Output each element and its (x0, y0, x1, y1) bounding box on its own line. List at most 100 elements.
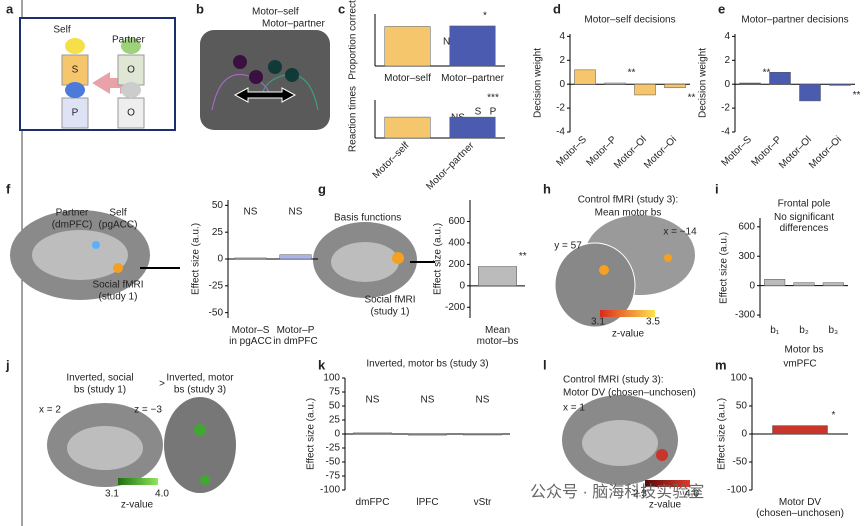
y-tick-label: 2 (724, 55, 730, 66)
annotation: bs (study 1) (74, 385, 126, 396)
bar (604, 82, 626, 85)
annotation: (study 1) (371, 307, 410, 318)
y-tick-label: -50 (326, 457, 341, 468)
y-axis-label: Effect size (a.u.) (433, 223, 444, 295)
annotation: Partner (56, 208, 89, 219)
y-tick-label: 0 (724, 79, 730, 90)
significance: * (832, 410, 836, 421)
significance: ** (763, 68, 771, 79)
annotation: z-value (649, 500, 682, 511)
x-tick-label: Motor–partner (441, 73, 504, 84)
annotation: P (490, 107, 497, 118)
y-tick-label: 0 (334, 429, 340, 440)
x-tick-label: b₂ (799, 325, 809, 336)
y-tick-label: 100 (730, 373, 747, 384)
bar (478, 266, 517, 287)
bar (384, 116, 431, 139)
annotation: Social fMRI (364, 295, 415, 306)
annotation: Inverted, motor (166, 373, 234, 384)
brain-h (554, 215, 695, 328)
panel-label: j (5, 357, 10, 372)
brain-l (562, 395, 690, 487)
x-tick-label: b₁ (770, 325, 780, 336)
x-axis-label: Motor bs (785, 345, 824, 356)
panel-label: m (715, 357, 727, 372)
x-tick-label: Motor–S (554, 134, 589, 169)
watermark: 公众号 · 脑海科技实验室 (530, 483, 704, 501)
y-tick-label: -75 (326, 471, 341, 482)
significance: NS (476, 395, 490, 406)
y-tick-label: 0 (749, 280, 755, 291)
significance: NS (366, 395, 380, 406)
annotation: z-value (121, 500, 154, 511)
y-tick-label: -50 (733, 457, 748, 468)
annotation: y = 57 (554, 241, 582, 252)
significance: NS (289, 207, 303, 218)
y-axis-label: Reaction times (348, 86, 359, 152)
panel-label: k (318, 357, 326, 372)
annotation: *** (487, 93, 499, 104)
annotation: > (159, 379, 165, 390)
panel-label: c (338, 1, 345, 16)
annotation: bs (study 3) (174, 385, 226, 396)
annotation: Self (53, 25, 70, 36)
note: No significant differences (774, 212, 834, 234)
bar (769, 71, 791, 85)
annotation: x = 2 (39, 405, 61, 416)
bar (353, 432, 392, 435)
panel-label: i (715, 181, 719, 196)
bar (449, 25, 496, 67)
y-axis-label: Proportion correct (348, 0, 359, 80)
y-tick-label: 100 (323, 373, 340, 384)
y-tick-label: -25 (326, 443, 341, 454)
y-tick-label: -25 (209, 280, 224, 291)
bar (822, 282, 844, 286)
x-tick-label: Motor–partner (424, 140, 477, 193)
y-tick-label: 600 (738, 221, 755, 232)
annotation: S (72, 65, 79, 76)
y-axis-label: Effect size (a.u.) (306, 398, 317, 470)
panel-label: f (6, 181, 11, 196)
annotation: (study 1) (99, 292, 138, 303)
annotation: 4.0 (155, 489, 169, 500)
annotation: P (72, 108, 79, 119)
y-tick-label: -4 (556, 127, 565, 138)
brain-j (47, 397, 236, 493)
annotation: 2.3 (633, 489, 647, 500)
x-tick-label: Mean motor–bs (477, 325, 519, 347)
panel-label: g (318, 181, 326, 196)
y-tick-label: 400 (448, 238, 465, 249)
brain-g (313, 222, 417, 298)
y-tick-label: 600 (448, 216, 465, 227)
y-axis-label: Effect size (a.u.) (719, 232, 730, 304)
brain-f (10, 210, 150, 300)
x-tick-label: lPFC (416, 497, 438, 508)
annotation: Mean motor bs (595, 208, 662, 219)
y-tick-label: 300 (738, 251, 755, 262)
y-tick-label: 50 (212, 200, 224, 211)
y-axis-label: Decision weight (698, 48, 709, 118)
annotation: Motor DV (chosen–unchosen) (563, 388, 696, 399)
annotation: * (483, 11, 487, 22)
bar (772, 425, 828, 435)
y-tick-label: 50 (329, 401, 341, 412)
bar (793, 282, 815, 286)
chart-title: Motor–self decisions (584, 15, 675, 26)
x-tick-label: Motor–Oi (807, 134, 844, 171)
y-tick-label: 0 (217, 254, 223, 265)
x-tick-label: dmFPC (356, 497, 390, 508)
panel-label: e (718, 1, 725, 16)
bar (829, 83, 851, 86)
significance: NS (421, 395, 435, 406)
y-tick-label: 75 (329, 387, 341, 398)
panel-label: h (543, 181, 551, 196)
panel-label: d (553, 1, 561, 16)
x-tick-label: Motor–self (384, 73, 431, 84)
x-tick-label: b₃ (829, 325, 839, 336)
y-tick-label: 25 (212, 227, 224, 238)
schematic-b (200, 30, 330, 130)
annotation: S (475, 107, 482, 118)
y-tick-label: -2 (721, 103, 730, 114)
y-tick-label: -50 (209, 307, 224, 318)
